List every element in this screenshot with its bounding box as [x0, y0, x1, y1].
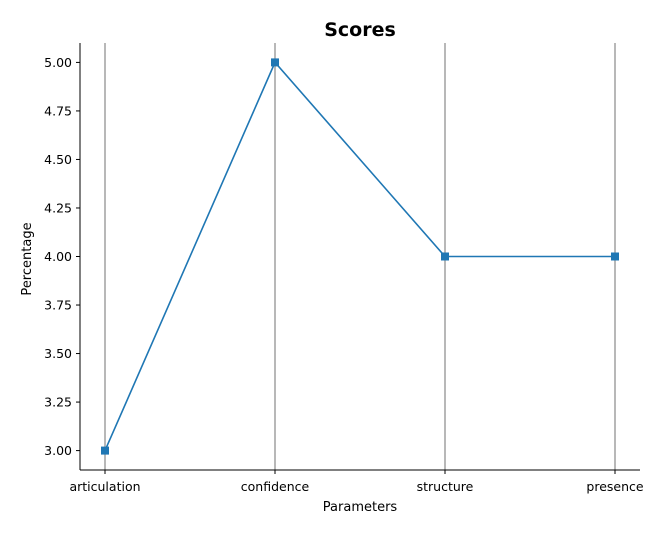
data-point-presence [611, 252, 619, 261]
y-tick-label: 4.50 [44, 152, 72, 167]
data-point-articulation [101, 446, 109, 455]
x-tick-label: confidence [241, 479, 310, 494]
y-tick-label: 3.75 [44, 298, 72, 313]
x-tick-label: articulation [69, 479, 140, 494]
y-tick-label: 3.50 [44, 346, 72, 361]
data-point-structure [441, 252, 449, 261]
series-line [104, 60, 615, 451]
y-tick-label: 4.75 [44, 103, 72, 118]
data-point-confidence [271, 58, 279, 67]
x-axis-ticks: articulation confidence structure presence [69, 470, 644, 494]
y-tick-label: 4.00 [44, 249, 72, 264]
x-tick-label: presence [586, 479, 643, 494]
series [101, 58, 619, 455]
y-tick-label: 3.00 [44, 443, 72, 458]
chart-title: Scores [324, 19, 396, 41]
y-axis-label: Percentage [20, 222, 35, 295]
y-tick-label: 4.25 [44, 200, 72, 215]
x-tick-label: structure [417, 479, 474, 494]
y-axis-ticks: 3.00 3.25 3.50 3.75 4.00 4.25 4.50 4.75 5.00 [44, 55, 80, 458]
x-axis-label: Parameters [323, 500, 398, 515]
y-tick-label: 3.25 [44, 395, 72, 410]
y-tick-label: 5.00 [44, 55, 72, 70]
